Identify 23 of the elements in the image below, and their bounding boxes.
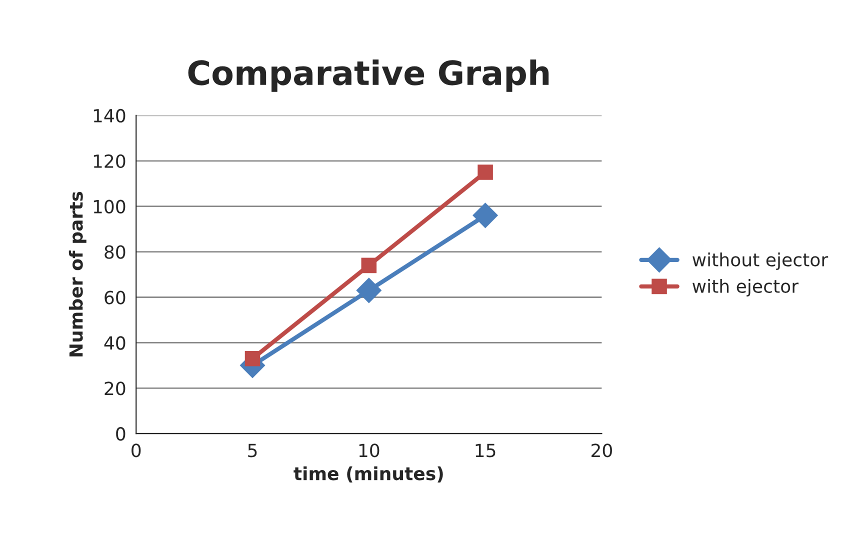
x-tick-label: 5 bbox=[248, 444, 257, 458]
point bbox=[472, 202, 498, 228]
y-tick-label: 20 bbox=[104, 382, 126, 396]
x-axis-title: time (minutes) bbox=[294, 466, 443, 482]
x-tick-label: 15 bbox=[476, 444, 496, 458]
y-tick-label: 140 bbox=[94, 108, 126, 123]
legend-label: without ejector bbox=[692, 252, 828, 270]
legend-label: with ejector bbox=[692, 279, 799, 297]
point bbox=[356, 278, 382, 303]
y-axis-title: Number of parts bbox=[68, 192, 86, 356]
y-tick-label: 0 bbox=[116, 427, 126, 441]
point bbox=[361, 258, 377, 274]
point bbox=[478, 164, 493, 180]
chart-title: Comparative Graph bbox=[188, 60, 549, 92]
x-tick-label: 10 bbox=[359, 444, 380, 458]
y-tick-label: 40 bbox=[104, 336, 126, 350]
y-tick-label: 100 bbox=[94, 200, 126, 214]
y-tick-label: 60 bbox=[104, 290, 126, 304]
point bbox=[244, 350, 260, 366]
x-tick-label: 0 bbox=[132, 444, 141, 458]
y-tick-label: 80 bbox=[104, 245, 126, 259]
y-tick-label: 120 bbox=[94, 154, 126, 168]
x-tick-label: 20 bbox=[592, 444, 612, 458]
